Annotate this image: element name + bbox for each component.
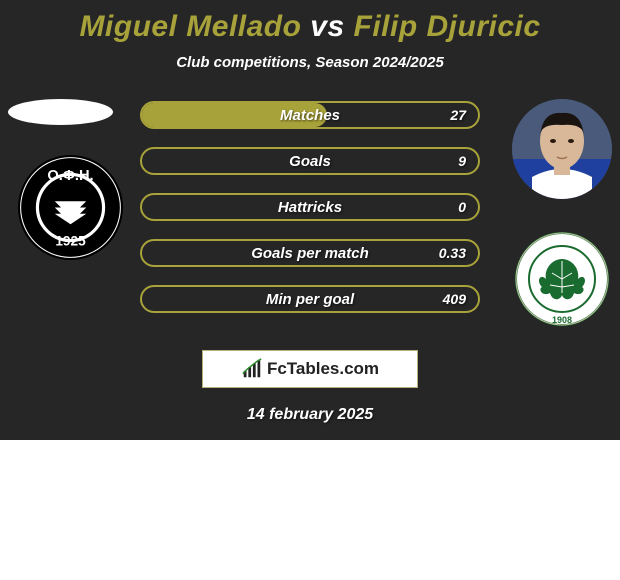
stat-label: Min per goal <box>142 287 478 311</box>
stat-label: Hattricks <box>142 195 478 219</box>
stat-label: Goals <box>142 149 478 173</box>
stat-row: Goals9 <box>140 147 480 175</box>
club1-badge: Ο.Φ.Η. 1925 <box>18 155 123 260</box>
panathinaikos-badge-icon: 1908 <box>512 229 612 329</box>
stat-row: Min per goal409 <box>140 285 480 313</box>
ofi-badge-icon: Ο.Φ.Η. 1925 <box>18 155 123 260</box>
stat-value: 409 <box>443 287 466 311</box>
stat-value: 27 <box>450 103 466 127</box>
stat-value: 0 <box>458 195 466 219</box>
date-text: 14 february 2025 <box>0 406 620 424</box>
stat-label: Goals per match <box>142 241 478 265</box>
main-area: Ο.Φ.Η. 1925 Matches27 Goals9 Hattricks0 Goa… <box>0 99 620 339</box>
player2-face-icon <box>512 99 612 199</box>
subtitle: Club competitions, Season 2024/2025 <box>0 54 620 71</box>
player1-photo-placeholder <box>8 99 113 125</box>
vs-text: vs <box>310 10 344 43</box>
svg-text:1925: 1925 <box>55 233 86 248</box>
stat-row: Goals per match0.33 <box>140 239 480 267</box>
stat-row: Matches27 <box>140 101 480 129</box>
stat-row: Hattricks0 <box>140 193 480 221</box>
stat-label: Matches <box>142 103 478 127</box>
site-logo-badge: FcTables.com <box>202 350 418 388</box>
chart-icon <box>241 358 263 380</box>
svg-text:1908: 1908 <box>552 315 572 325</box>
player2-photo <box>512 99 612 199</box>
stat-value: 9 <box>458 149 466 173</box>
page-title: Miguel Mellado vs Filip Djuricic <box>0 0 620 44</box>
stat-value: 0.33 <box>439 241 466 265</box>
comparison-card: Miguel Mellado vs Filip Djuricic Club co… <box>0 0 620 440</box>
site-logo-text: FcTables.com <box>267 359 379 379</box>
svg-text:Ο.Φ.Η.: Ο.Φ.Η. <box>47 168 93 184</box>
player2-name: Filip Djuricic <box>354 10 541 43</box>
stat-bars: Matches27 Goals9 Hattricks0 Goals per match… <box>140 101 480 331</box>
club2-badge: 1908 <box>512 229 612 329</box>
player1-name: Miguel Mellado <box>79 10 301 43</box>
